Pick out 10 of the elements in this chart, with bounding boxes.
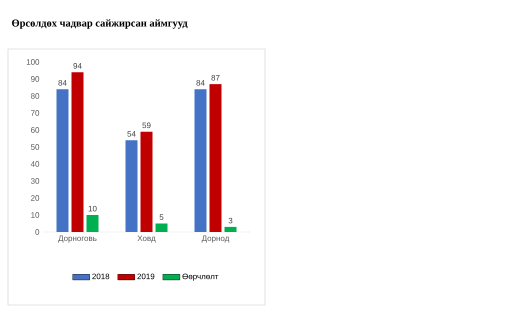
bar (72, 72, 84, 232)
bar (156, 224, 168, 232)
bar (224, 226, 237, 232)
bar (126, 140, 138, 232)
bar (194, 89, 207, 232)
chart-title: Өрсөлдөх чадвар сайжирсан аймгууд (12, 19, 188, 29)
bar (56, 89, 69, 232)
bar (210, 84, 222, 232)
bar (86, 215, 99, 232)
bar (140, 132, 153, 232)
